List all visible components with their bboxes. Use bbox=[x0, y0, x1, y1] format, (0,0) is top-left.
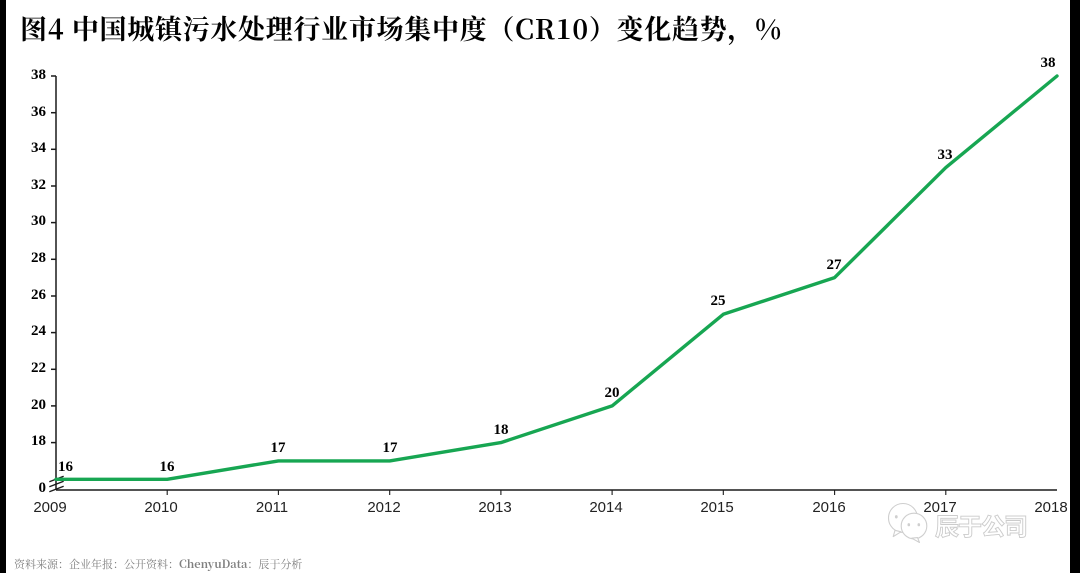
svg-text:辰于公司: 辰于公司 bbox=[935, 507, 1027, 542]
